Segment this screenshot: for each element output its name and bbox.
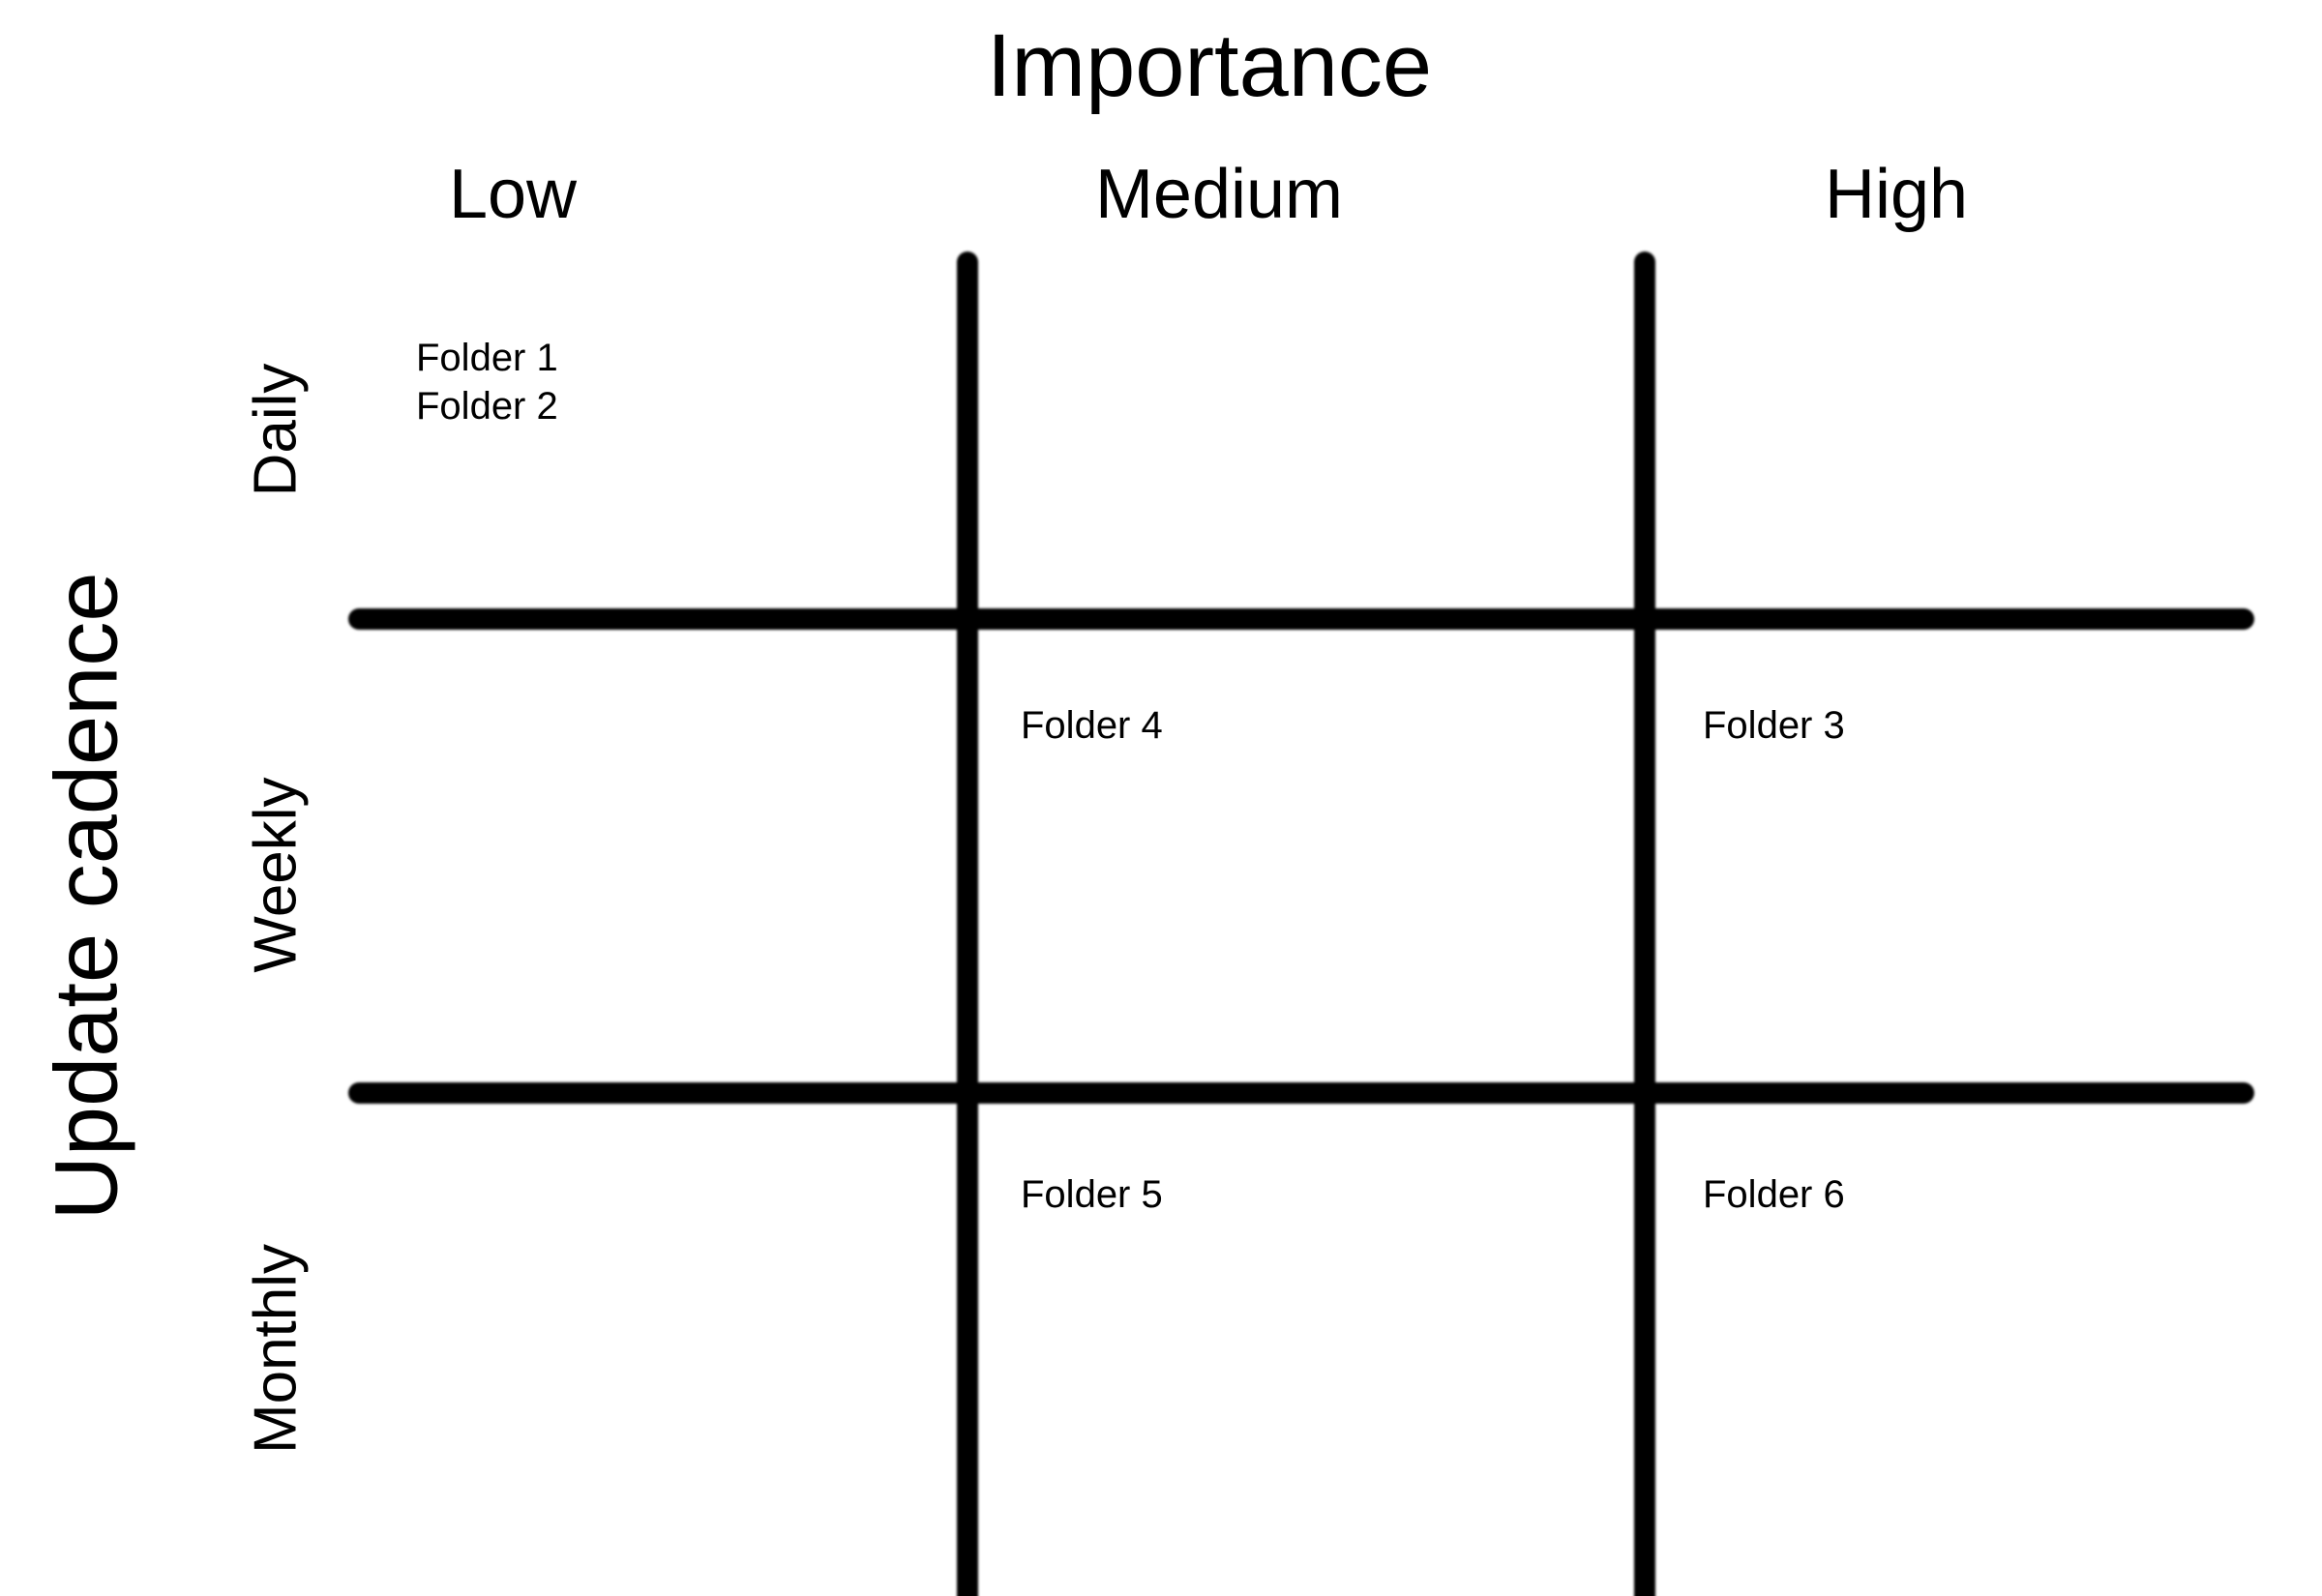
matrix-diagram: Importance Update cadence Low Medium High Dai…	[0, 0, 2322, 1596]
column-header: High	[1654, 155, 2138, 234]
cell-item: Folder 5	[1021, 1170, 1163, 1219]
grid-line-vertical	[957, 251, 978, 1596]
axis-title-left: Update cadence	[37, 316, 138, 1477]
row-header: Monthly	[242, 1108, 311, 1591]
cell-item: Folder 6	[1703, 1170, 1845, 1219]
row-header: Daily	[242, 189, 311, 672]
cell-item: Folder 1	[416, 334, 558, 382]
grid-line-horizontal	[348, 608, 2254, 630]
cell-item: Folder 3	[1703, 701, 1845, 750]
column-header: Medium	[977, 155, 1461, 234]
grid-line-horizontal	[348, 1082, 2254, 1104]
axis-title-top: Importance	[774, 15, 1645, 117]
cell-item: Folder 4	[1021, 701, 1163, 750]
cell-item: Folder 2	[416, 382, 558, 430]
grid-line-vertical	[1634, 251, 1655, 1596]
row-header: Weekly	[242, 634, 311, 1117]
column-header: Low	[271, 155, 755, 234]
